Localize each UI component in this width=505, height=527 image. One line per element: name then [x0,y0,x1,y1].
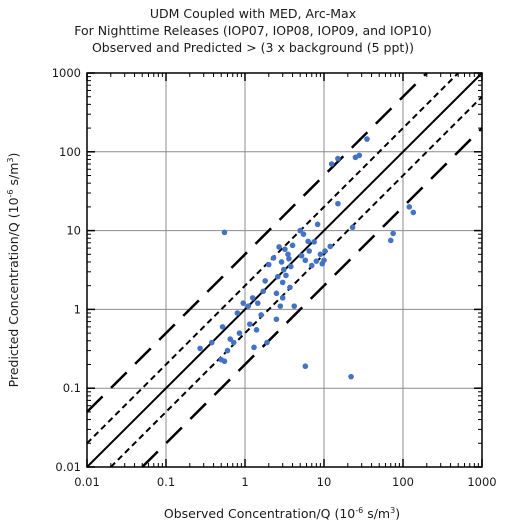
data-point [282,246,288,253]
data-point [306,248,313,254]
data-point [224,347,231,354]
grid-lines [87,73,482,467]
data-point [221,358,228,365]
data-point [279,295,286,301]
data-point [278,259,285,265]
data-point [406,204,413,210]
y-tick-labels: 0.01 0.1 1 10 100 1000 [52,66,81,474]
data-point [287,284,293,291]
data-point [297,227,304,234]
data-point [298,252,305,259]
data-point [258,312,264,318]
title-line-2: For Nighttime Releases (IOP07, IOP08, IO… [74,23,432,38]
y-tick-label: 0.1 [63,381,81,395]
data-point [236,330,243,336]
data-point [197,345,203,352]
y-tick-label: 1 [74,302,81,316]
data-point [349,224,356,231]
x-tick-labels: 0.01 0.1 1 10 100 1000 [74,475,496,489]
reference-line-long-dash [86,72,428,413]
x-tick-label: 100 [392,475,414,489]
data-point [240,300,247,306]
reference-line-long-dash [141,127,483,468]
data-point [251,344,257,351]
y-tick-label: 100 [59,145,81,159]
data-point [387,237,394,244]
plot-frame [86,72,483,468]
data-point [273,290,280,297]
x-tick-label: 1 [241,475,248,489]
data-points [197,136,417,380]
y-axis-label: Predicted Concentration/Q (10-6 s/m3) [6,153,21,388]
data-point [302,363,309,370]
data-point [313,258,320,264]
data-point [219,324,226,330]
y-tick-label: 0.01 [55,460,81,474]
data-point [356,152,363,159]
x-axis-label: Observed Concentration/Q (10-6 s/m3) [164,506,400,521]
title-line-3: Observed and Predicted > (3 x background… [92,40,414,55]
reference-line-short-dash [110,96,483,468]
data-point [274,273,281,280]
x-tick-label: 0.01 [74,475,100,489]
data-point [311,239,317,245]
data-point [227,336,234,342]
data-point [262,278,268,284]
title-line-1: UDM Coupled with MED, Arc-Max [150,6,356,21]
x-tick-label: 1000 [467,475,496,489]
data-point [253,327,260,333]
chart-title: UDM Coupled with MED, Arc-Max For Nightt… [74,6,432,55]
data-point [410,209,417,216]
y-tick-label: 10 [66,224,81,238]
data-point [390,230,396,237]
data-point [283,272,289,279]
data-point [314,221,321,228]
data-point [230,339,237,346]
data-point [273,316,280,323]
data-point [234,310,241,316]
x-tick-label: 10 [317,475,332,489]
data-point [348,373,354,380]
data-point [302,257,309,264]
data-point [288,263,294,270]
data-point [335,200,341,207]
data-point [246,321,253,327]
data-point [317,251,324,258]
data-point [276,244,282,250]
data-point [221,229,228,236]
data-point [322,248,328,254]
y-tick-label: 1000 [52,66,81,80]
data-point [364,136,370,142]
data-point [328,161,335,167]
data-point [285,251,291,258]
data-point [249,295,256,301]
data-point [327,243,334,250]
data-point [305,238,311,245]
data-point [281,266,287,273]
data-point [289,242,296,249]
data-point [277,303,284,309]
tick-marks [86,72,483,468]
data-point [291,303,298,309]
data-point [245,303,252,309]
data-point [300,231,307,238]
data-point [321,257,327,264]
x-tick-label: 0.1 [157,475,175,489]
data-point [286,255,292,262]
data-point [264,339,270,346]
data-point [254,300,261,306]
data-point [270,255,277,261]
data-point [209,339,215,346]
data-point [279,279,286,286]
data-point [308,262,315,269]
data-point [265,261,272,268]
data-point [335,155,341,162]
data-point [260,288,267,295]
